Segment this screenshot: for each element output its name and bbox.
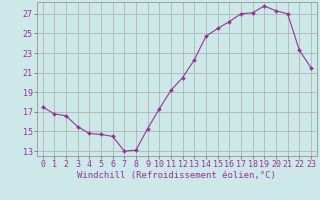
X-axis label: Windchill (Refroidissement éolien,°C): Windchill (Refroidissement éolien,°C) — [77, 171, 276, 180]
